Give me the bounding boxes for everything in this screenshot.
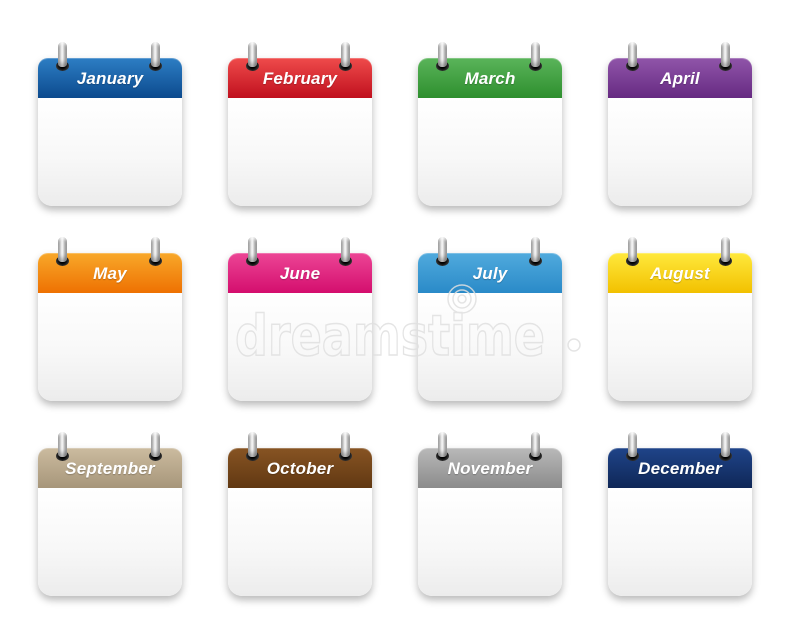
month-label: October xyxy=(266,459,334,478)
binder-ring-icon xyxy=(58,432,67,457)
calendar-page xyxy=(38,98,182,206)
binder-ring-icon xyxy=(628,432,637,457)
calendar-card: February xyxy=(228,42,372,206)
binder-ring-icon xyxy=(438,237,447,262)
calendar-card-may: May xyxy=(38,237,228,433)
binder-ring-icon xyxy=(341,237,350,262)
calendar-grid: January February xyxy=(38,42,798,628)
month-label: December xyxy=(638,459,722,478)
month-label: August xyxy=(650,264,710,283)
month-label: November xyxy=(447,459,533,478)
binder-ring-icon xyxy=(58,42,67,67)
calendar-page xyxy=(608,98,752,206)
binder-ring-icon xyxy=(248,237,257,262)
calendar-card: March xyxy=(418,42,562,206)
calendar-card: April xyxy=(608,42,752,206)
calendar-card-june: June xyxy=(228,237,418,433)
calendar-card: January xyxy=(38,42,182,206)
calendar-page xyxy=(608,293,752,401)
calendar-card: September xyxy=(38,432,182,596)
binder-ring-icon xyxy=(721,237,730,262)
calendar-page xyxy=(418,293,562,401)
calendar-page xyxy=(418,98,562,206)
calendar-page xyxy=(38,293,182,401)
calendar-card-september: September xyxy=(38,432,228,628)
calendar-card: November xyxy=(418,432,562,596)
month-label: March xyxy=(464,69,516,88)
calendar-page xyxy=(228,488,372,596)
binder-ring-icon xyxy=(438,432,447,457)
binder-ring-icon xyxy=(721,42,730,67)
binder-ring-icon xyxy=(531,237,540,262)
binder-ring-icon xyxy=(151,237,160,262)
calendar-page xyxy=(418,488,562,596)
calendar-card-march: March xyxy=(418,42,608,238)
calendar-card-november: November xyxy=(418,432,608,628)
calendar-page xyxy=(38,488,182,596)
binder-ring-icon xyxy=(248,432,257,457)
binder-ring-icon xyxy=(151,432,160,457)
calendar-card-april: April xyxy=(608,42,798,238)
binder-ring-icon xyxy=(721,432,730,457)
month-label: June xyxy=(279,264,321,283)
calendar-card: October xyxy=(228,432,372,596)
binder-ring-icon xyxy=(248,42,257,67)
month-label: September xyxy=(65,459,155,478)
binder-ring-icon xyxy=(151,42,160,67)
calendar-page xyxy=(228,98,372,206)
calendar-card-august: August xyxy=(608,237,798,433)
binder-ring-icon xyxy=(531,432,540,457)
calendar-card-january: January xyxy=(38,42,228,238)
calendar-card: December xyxy=(608,432,752,596)
month-label: July xyxy=(472,264,508,283)
calendar-card-july: July xyxy=(418,237,608,433)
binder-ring-icon xyxy=(628,42,637,67)
month-label: January xyxy=(76,69,144,88)
calendar-card-february: February xyxy=(228,42,418,238)
binder-ring-icon xyxy=(531,42,540,67)
calendar-card: June xyxy=(228,237,372,401)
binder-ring-icon xyxy=(58,237,67,262)
binder-ring-icon xyxy=(438,42,447,67)
calendar-card-december: December xyxy=(608,432,798,628)
binder-ring-icon xyxy=(341,432,350,457)
binder-ring-icon xyxy=(628,237,637,262)
calendar-card: August xyxy=(608,237,752,401)
month-label: April xyxy=(660,69,700,88)
calendar-page xyxy=(608,488,752,596)
calendar-card-october: October xyxy=(228,432,418,628)
calendar-card: May xyxy=(38,237,182,401)
binder-ring-icon xyxy=(341,42,350,67)
month-label: May xyxy=(93,264,127,283)
calendar-page xyxy=(228,293,372,401)
month-label: February xyxy=(262,69,338,88)
calendar-card: July xyxy=(418,237,562,401)
